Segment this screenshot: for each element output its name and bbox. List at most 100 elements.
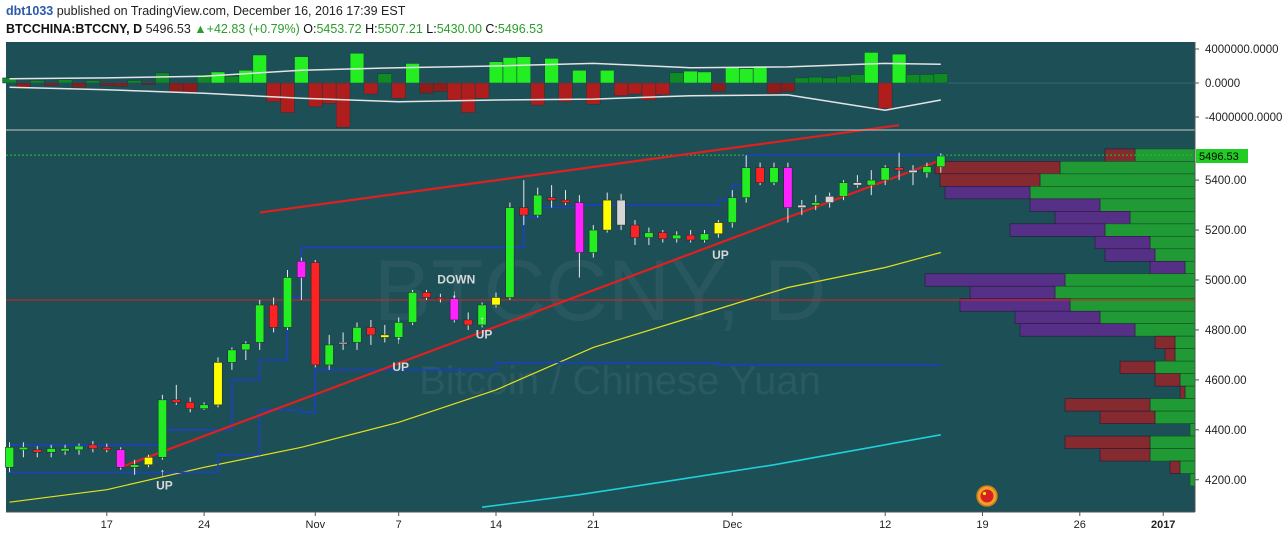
vp-bar xyxy=(1054,211,1131,225)
osc-bar xyxy=(335,82,351,128)
volume-profile xyxy=(924,148,1196,487)
chart-header: dbt1033 published on TradingView.com, De… xyxy=(0,0,1287,42)
watermark-description: Bitcoin / Chinese Yuan xyxy=(419,359,821,403)
candle-body xyxy=(713,222,723,235)
candle-body xyxy=(144,457,153,466)
osc-bar xyxy=(224,75,240,84)
osc-upper-band xyxy=(9,62,941,80)
vp-bar xyxy=(1134,323,1196,337)
time-tick-label: 7 xyxy=(396,519,402,531)
osc-bar xyxy=(2,77,17,84)
low-label: L: xyxy=(426,22,437,36)
trend-line xyxy=(259,124,900,214)
price-tick-label: 4400.00 xyxy=(1205,425,1247,437)
open-value: 5453.72 xyxy=(316,22,362,36)
candle-body xyxy=(616,199,626,226)
vp-bar xyxy=(1154,410,1196,424)
candle-body xyxy=(408,292,418,323)
publish-text: published on TradingView.com, December 1… xyxy=(56,4,406,18)
vp-bar xyxy=(1149,398,1196,412)
candle-body xyxy=(255,304,265,343)
candle-body xyxy=(672,234,682,240)
osc-bar xyxy=(572,70,587,84)
axes: 5400.00 5200.00 5000.00 4800.00 4600.00 4400.… xyxy=(0,42,1287,538)
candle-body xyxy=(32,449,42,453)
osc-bar xyxy=(447,82,462,101)
signal-label: UP xyxy=(156,479,173,493)
vp-bar xyxy=(1164,348,1176,362)
candle-body xyxy=(324,344,334,366)
osc-bar xyxy=(169,82,184,92)
vp-bar xyxy=(924,273,1066,287)
axis-background xyxy=(1195,42,1287,538)
osc-bar xyxy=(878,82,893,109)
flag-icon[interactable] xyxy=(976,485,998,507)
candle-body xyxy=(894,167,904,171)
osc-bar xyxy=(377,73,392,84)
vp-bar xyxy=(1099,310,1196,324)
vp-bar xyxy=(1039,173,1196,187)
signal-label: UP xyxy=(476,328,493,342)
candle-body xyxy=(435,297,445,300)
vp-bar xyxy=(1064,398,1151,412)
osc-bar xyxy=(655,82,670,96)
candle-body xyxy=(102,447,112,451)
vp-bar xyxy=(1169,460,1181,474)
osc-bar xyxy=(266,82,281,102)
candle-body xyxy=(686,234,696,241)
signal-arrow-icon: ↑ xyxy=(396,335,402,347)
candle-body xyxy=(866,179,876,186)
osc-bar xyxy=(183,82,198,93)
osc-bar xyxy=(433,82,448,92)
candle-body xyxy=(755,167,765,183)
price-tick-label: 4600.00 xyxy=(1205,375,1247,387)
osc-bar xyxy=(363,82,379,95)
candle-body xyxy=(380,334,390,338)
vp-bar xyxy=(1064,273,1196,287)
osc-bar xyxy=(322,82,337,104)
osc-bar xyxy=(155,72,170,84)
watermark: BTCCNY, D Bitcoin / Chinese Yuan xyxy=(374,243,826,403)
candle-body xyxy=(199,404,209,409)
signal-label: DOWN xyxy=(437,273,475,287)
vp-bar xyxy=(1154,335,1176,349)
candle-body xyxy=(741,167,751,198)
vp-bar xyxy=(1104,248,1156,262)
osc-bar xyxy=(725,67,740,84)
osc-bar xyxy=(683,70,698,84)
osc-bar xyxy=(252,54,267,84)
vp-bar xyxy=(1179,460,1196,474)
donchian-lower-line xyxy=(9,361,941,473)
vp-bar xyxy=(1069,298,1196,312)
candle-body xyxy=(533,194,543,216)
osc-tick-label: 4000000.0000 xyxy=(1205,44,1279,56)
candles xyxy=(5,152,946,475)
author-name[interactable]: dbt1033 xyxy=(6,4,54,18)
candle-body xyxy=(588,229,598,253)
high-label: H: xyxy=(365,22,378,36)
vp-bar xyxy=(1099,448,1151,462)
osc-bar xyxy=(57,79,73,84)
vp-bar xyxy=(1059,161,1196,175)
last-price: 5496.53 xyxy=(145,22,191,36)
vp-bar xyxy=(934,161,1061,175)
osc-bar xyxy=(586,82,601,105)
candle-body xyxy=(658,232,668,240)
signal-arrow-icon: ↑ xyxy=(479,315,485,327)
candle-body xyxy=(422,292,431,298)
signal-label: UP xyxy=(392,360,409,374)
candle-body xyxy=(797,204,807,208)
last-price-label: 5496.53 xyxy=(1199,151,1239,163)
horizontal-lines xyxy=(6,154,1195,301)
candle-body xyxy=(5,447,14,468)
vp-bar xyxy=(959,298,1071,312)
candle-body xyxy=(241,343,251,351)
osc-bar xyxy=(697,71,712,84)
time-axis-background xyxy=(0,512,1287,538)
price-chart[interactable]: BTCCNY, D Bitcoin / Chinese Yuan UP UP DOW… xyxy=(0,42,1287,538)
candle-body xyxy=(130,464,140,468)
osc-bar xyxy=(836,75,851,84)
vp-bar xyxy=(1029,186,1196,200)
candle-body xyxy=(880,167,890,181)
